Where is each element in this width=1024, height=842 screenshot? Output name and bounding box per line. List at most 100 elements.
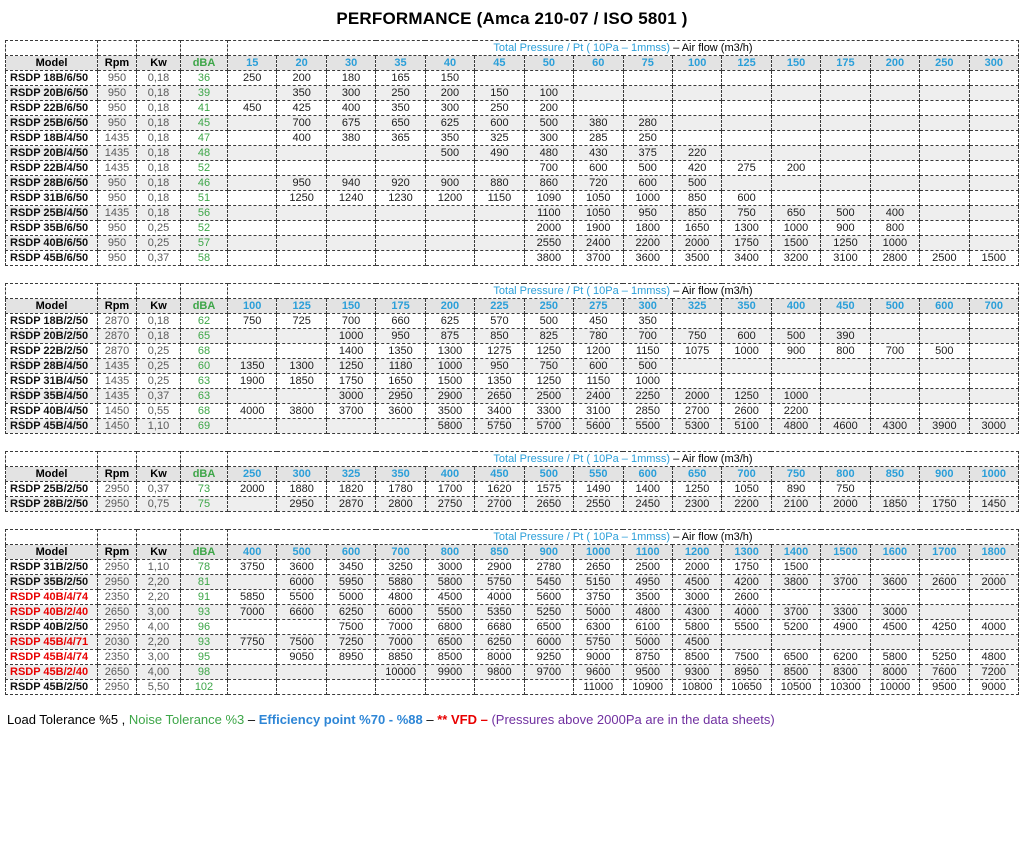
value-cell — [869, 175, 921, 191]
model-cell: RSDP 28B/2/50 — [5, 496, 98, 512]
model-cell: RSDP 31B/4/50 — [5, 373, 98, 389]
value-cell — [770, 373, 822, 389]
value-cell: 4200 — [721, 574, 772, 590]
value-cell: 5350 — [474, 604, 525, 620]
value-cell — [671, 100, 723, 116]
table-row: RSDP 25B/2/50 2950 0,37 73 2000 1880 1820 1780 1… — [5, 481, 1020, 497]
value-cell — [919, 313, 970, 329]
value-cell — [325, 418, 377, 434]
value-cell: 6500 — [523, 619, 575, 635]
value-cell: 2800 — [375, 496, 426, 512]
value-cell: 165 — [375, 70, 426, 86]
value-cell: 1250 — [523, 373, 575, 389]
value-cell: 11000 — [573, 679, 624, 695]
column-header-kw: Kw — [136, 55, 181, 71]
rpm-cell: 1435 — [97, 388, 137, 404]
model-cell: RSDP 25B/4/50 — [5, 205, 98, 221]
model-cell: RSDP 40B/4/74 — [5, 589, 98, 605]
table-row: RSDP 18B/4/50 1435 0,18 47 400 380 365 350 325 30… — [5, 130, 1020, 146]
pressure-band-row: Total Pressure / Pt ( 10Pa – 1mmss) – Ai… — [5, 283, 1019, 299]
value-cell: 4300 — [671, 604, 723, 620]
rpm-cell: 1435 — [97, 160, 137, 176]
pressure-column-header: 600 — [622, 466, 673, 482]
kw-cell: 4,00 — [136, 619, 181, 635]
dba-cell: 57 — [180, 235, 228, 251]
value-cell: 1150 — [474, 190, 525, 206]
performance-sheet: PERFORMANCE (Amca 210-07 / ISO 5801 ) To… — [0, 9, 1024, 727]
rpm-cell: 950 — [97, 190, 137, 206]
value-cell: 9500 — [622, 664, 673, 680]
value-cell: 480 — [523, 145, 575, 161]
value-cell: 2800 — [869, 250, 921, 266]
dba-cell: 46 — [180, 175, 228, 191]
value-cell: 500 — [523, 115, 575, 131]
pressure-column-header: 800 — [424, 544, 476, 560]
value-cell: 500 — [820, 205, 871, 221]
value-cell: 875 — [424, 328, 476, 344]
value-cell — [968, 160, 1020, 176]
value-cell — [671, 130, 723, 146]
band-text-airflow: – Air flow (m3/h) — [673, 285, 753, 297]
value-cell — [820, 130, 871, 146]
value-cell — [869, 358, 921, 374]
pressure-band-row: Total Pressure / Pt ( 10Pa – 1mmss) – Ai… — [5, 40, 1019, 56]
value-cell — [968, 190, 1020, 206]
band-spacer-cell — [5, 529, 98, 545]
value-cell — [968, 373, 1020, 389]
pressure-column-header: 850 — [474, 544, 525, 560]
table-row: RSDP 28B/2/50 2950 0,75 75 2950 2870 2800 2750 2… — [5, 496, 1020, 512]
value-cell: 400 — [325, 100, 377, 116]
value-cell — [276, 160, 327, 176]
value-cell: 8300 — [820, 664, 871, 680]
kw-cell: 5,50 — [136, 679, 181, 695]
column-header-rpm: Rpm — [97, 298, 137, 314]
value-cell: 1500 — [770, 559, 822, 575]
column-header-rpm: Rpm — [97, 55, 137, 71]
value-cell: 2200 — [721, 496, 772, 512]
value-cell: 4800 — [968, 649, 1020, 665]
value-cell: 6100 — [622, 619, 673, 635]
value-cell: 3400 — [474, 403, 525, 419]
value-cell: 1000 — [770, 220, 822, 236]
value-cell — [523, 70, 575, 86]
value-cell: 4900 — [820, 619, 871, 635]
value-cell — [226, 145, 278, 161]
value-cell — [770, 115, 822, 131]
value-cell: 2200 — [770, 403, 822, 419]
value-cell: 660 — [375, 313, 426, 329]
value-cell: 200 — [770, 160, 822, 176]
value-cell — [770, 100, 822, 116]
pressure-column-header: 500 — [869, 298, 921, 314]
pressure-column-header: 300 — [622, 298, 673, 314]
band-text-airflow: – Air flow (m3/h) — [673, 42, 753, 54]
value-cell — [968, 220, 1020, 236]
footnote: Load Tolerance %5 , Noise Tolerance %3 –… — [7, 712, 1024, 727]
value-cell: 3000 — [671, 589, 723, 605]
dba-cell: 69 — [180, 418, 228, 434]
value-cell — [968, 358, 1020, 374]
value-cell: 5800 — [869, 649, 921, 665]
value-cell — [276, 205, 327, 221]
footnote-segment: Efficiency point %70 - %88 — [258, 712, 423, 727]
value-cell — [671, 70, 723, 86]
dba-cell: 62 — [180, 313, 228, 329]
value-cell: 6250 — [325, 604, 377, 620]
value-cell: 1000 — [721, 343, 772, 359]
value-cell: 300 — [523, 130, 575, 146]
value-cell: 1350 — [375, 343, 426, 359]
kw-cell: 0,18 — [136, 328, 181, 344]
column-header-kw: Kw — [136, 298, 181, 314]
model-cell: RSDP 25B/2/50 — [5, 481, 98, 497]
value-cell — [919, 559, 970, 575]
dba-cell: 68 — [180, 343, 228, 359]
value-cell: 5500 — [622, 418, 673, 434]
pressure-column-header: 800 — [820, 466, 871, 482]
rpm-cell: 1450 — [97, 418, 137, 434]
value-cell — [820, 85, 871, 101]
value-cell — [325, 679, 377, 695]
value-cell: 3800 — [523, 250, 575, 266]
rpm-cell: 2950 — [97, 574, 137, 590]
value-cell — [869, 100, 921, 116]
value-cell: 3500 — [424, 403, 476, 419]
value-cell: 5800 — [671, 619, 723, 635]
